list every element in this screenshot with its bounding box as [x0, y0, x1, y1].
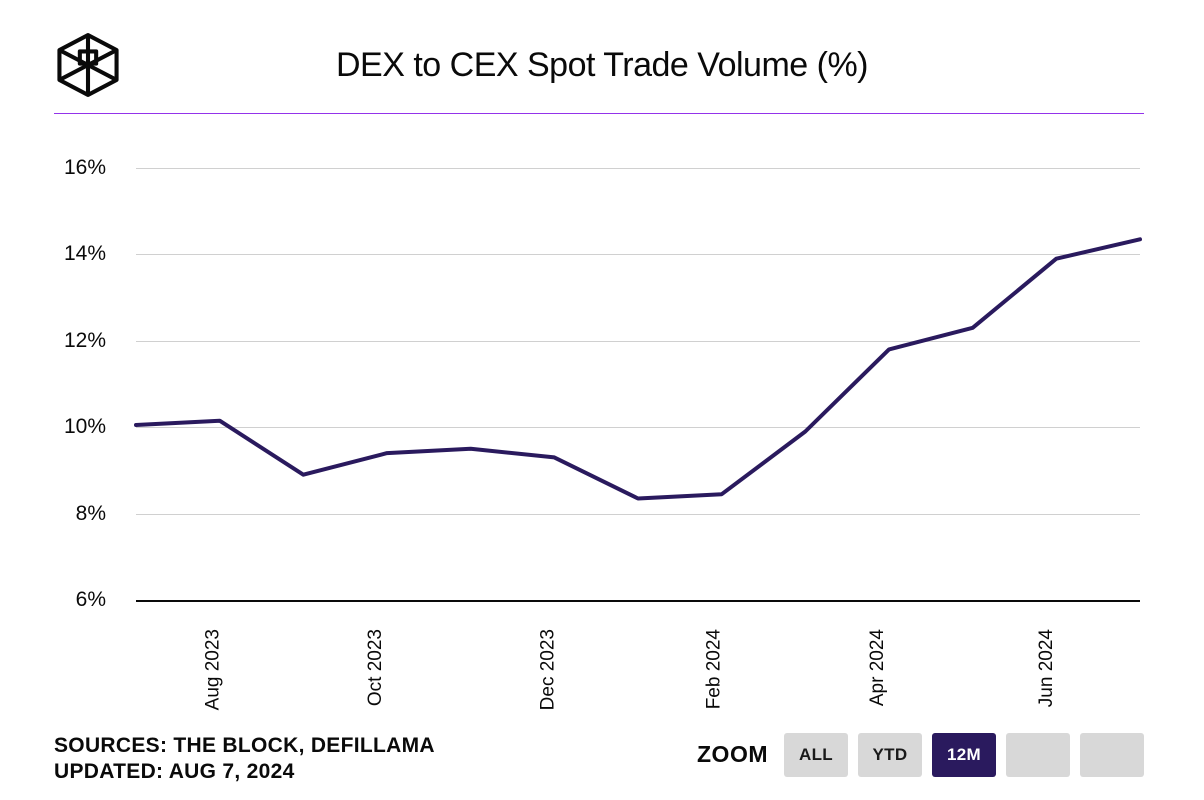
zoom-all-button[interactable]: ALL	[784, 733, 848, 777]
header: DEX to CEX Spot Trade Volume (%)	[0, 0, 1204, 110]
zoom-label: ZOOM	[697, 741, 768, 768]
zoom-12m-button[interactable]: 12M	[932, 733, 996, 777]
sources-line: SOURCES: THE BLOCK, DEFILLAMA	[54, 733, 435, 759]
chart-area: 6%8%10%12%14%16%Aug 2023Oct 2023Dec 2023…	[54, 140, 1144, 725]
x-axis-label: Feb 2024	[703, 629, 725, 709]
updated-line: UPDATED: AUG 7, 2024	[54, 759, 435, 785]
x-axis-label: Apr 2024	[867, 629, 889, 706]
zoom-ytd-button[interactable]: YTD	[858, 733, 922, 777]
zoom-blank-button-4[interactable]	[1080, 733, 1144, 777]
logo-icon	[54, 31, 122, 99]
line-series	[54, 140, 1150, 610]
footer: SOURCES: THE BLOCK, DEFILLAMA UPDATED: A…	[54, 733, 1144, 786]
x-axis-label: Dec 2023	[537, 629, 559, 710]
zoom-controls: ZOOM ALLYTD12M	[697, 733, 1144, 777]
x-axis-label: Oct 2023	[365, 629, 387, 706]
x-axis-label: Aug 2023	[202, 629, 224, 710]
zoom-blank-button-3[interactable]	[1006, 733, 1070, 777]
x-axis-label: Jun 2024	[1036, 629, 1058, 707]
sources-text: SOURCES: THE BLOCK, DEFILLAMA UPDATED: A…	[54, 733, 435, 786]
chart-title: DEX to CEX Spot Trade Volume (%)	[122, 46, 1150, 85]
header-divider	[54, 113, 1144, 114]
